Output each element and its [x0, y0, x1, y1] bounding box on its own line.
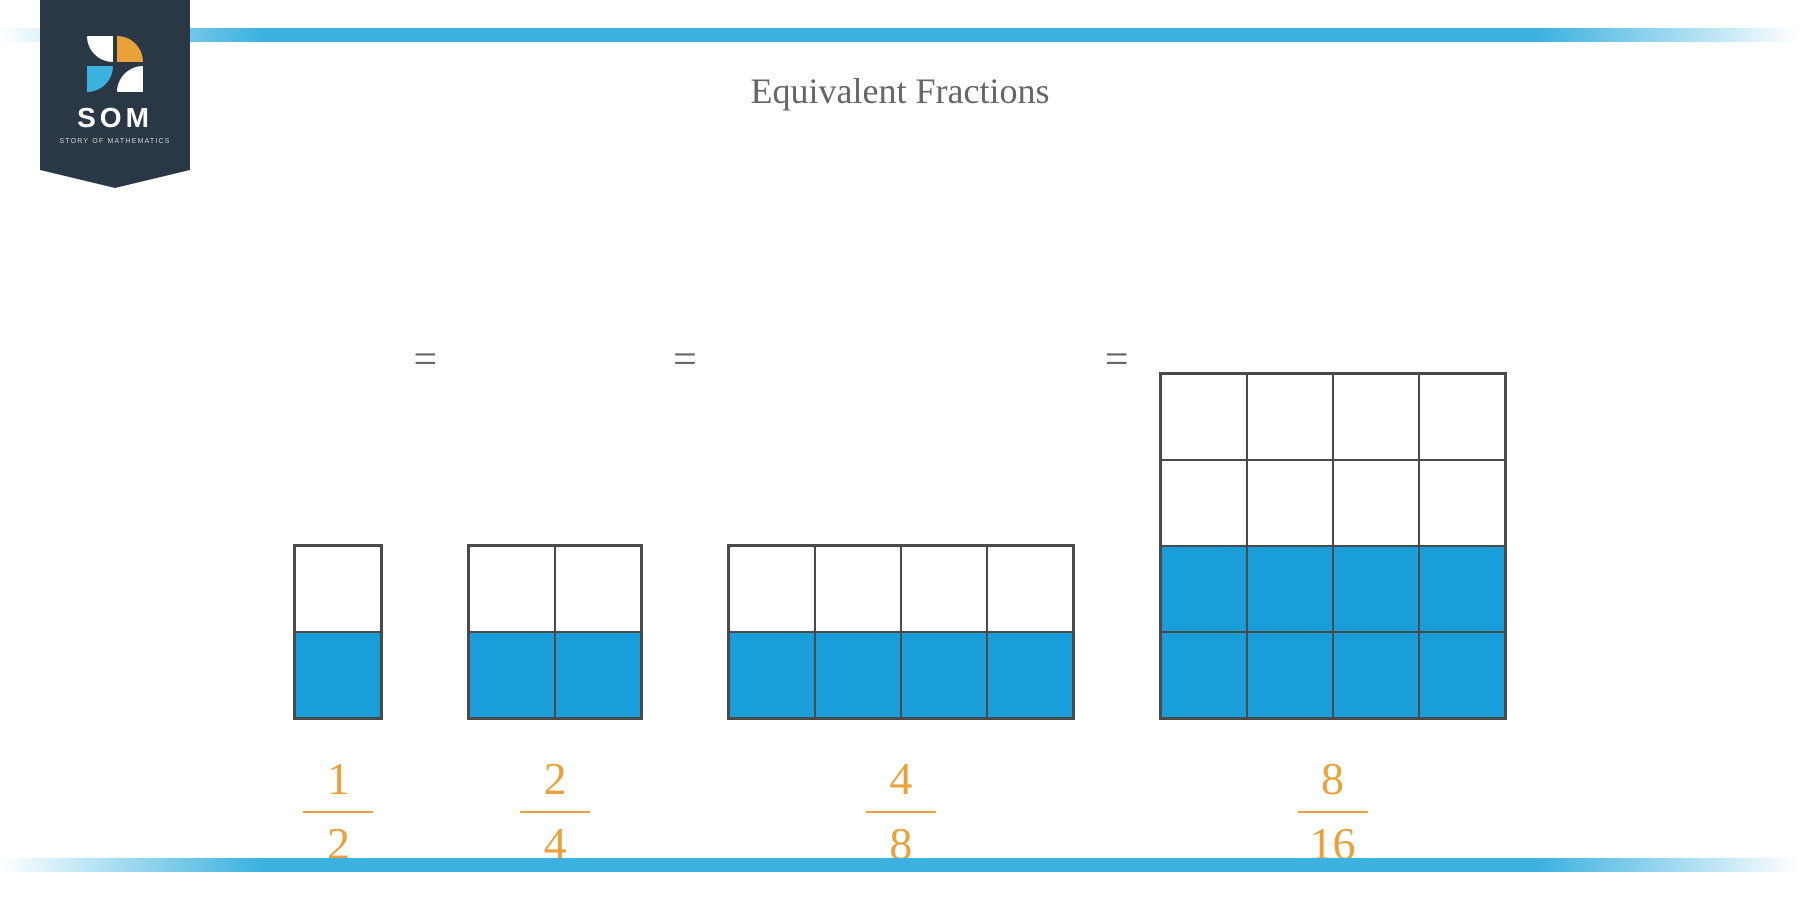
fraction-grid	[1159, 372, 1507, 720]
cell-filled	[901, 632, 987, 718]
equals-sign: =	[1097, 336, 1137, 384]
fraction-group: 816	[1159, 372, 1507, 720]
header-accent-right-fade	[1540, 28, 1800, 42]
fraction-label: 48	[866, 754, 936, 870]
cell-filled	[469, 632, 555, 718]
equals-sign: =	[405, 336, 445, 384]
cell-filled	[987, 632, 1073, 718]
fraction-numerator: 8	[1321, 754, 1344, 805]
cell-empty	[1419, 374, 1505, 460]
fraction-grid	[727, 544, 1075, 720]
fraction-bar	[1298, 811, 1368, 814]
fraction-grid	[467, 544, 643, 720]
footer-accent-right-fade	[1540, 858, 1800, 872]
cell-empty	[987, 546, 1073, 632]
brand-tagline: STORY OF MATHEMATICS	[59, 138, 170, 145]
cell-filled	[1247, 546, 1333, 632]
fraction-bar	[866, 811, 936, 814]
logo-quadrant-tr	[117, 36, 143, 62]
fraction-numerator: 2	[544, 754, 567, 805]
cell-empty	[1247, 374, 1333, 460]
cell-filled	[1161, 632, 1247, 718]
footer-accent-mid	[260, 858, 1540, 872]
fraction-group: 24	[467, 544, 643, 720]
cell-empty	[1247, 460, 1333, 546]
fraction-group: 12	[293, 544, 383, 720]
cell-filled	[295, 632, 381, 718]
equals-sign: =	[665, 336, 705, 384]
header-accent-mid	[260, 28, 1540, 42]
cell-filled	[1333, 632, 1419, 718]
fraction-bar	[520, 811, 590, 814]
cell-empty	[1161, 374, 1247, 460]
fraction-bar	[303, 811, 373, 814]
fractions-stage: 12=24=48=816	[0, 180, 1800, 840]
cell-empty	[1419, 460, 1505, 546]
page-title: Equivalent Fractions	[0, 70, 1800, 112]
header-accent-bar	[0, 28, 1800, 42]
footer-accent-bar	[0, 858, 1800, 872]
cell-empty	[1333, 374, 1419, 460]
cell-empty	[1333, 460, 1419, 546]
cell-filled	[1419, 632, 1505, 718]
cell-empty	[1161, 460, 1247, 546]
fraction-numerator: 4	[889, 754, 912, 805]
cell-filled	[1333, 546, 1419, 632]
fraction-numerator: 1	[327, 754, 350, 805]
cell-empty	[901, 546, 987, 632]
fraction-label: 24	[520, 754, 590, 870]
cell-filled	[555, 632, 641, 718]
cell-empty	[729, 546, 815, 632]
logo-quadrant-tl	[87, 36, 113, 62]
cell-empty	[469, 546, 555, 632]
footer-accent-left-fade	[0, 858, 260, 872]
cell-filled	[1419, 546, 1505, 632]
fraction-label: 816	[1298, 754, 1368, 870]
cell-empty	[815, 546, 901, 632]
cell-empty	[555, 546, 641, 632]
fraction-group: 48	[727, 544, 1075, 720]
cell-filled	[815, 632, 901, 718]
fraction-label: 12	[303, 754, 373, 870]
fraction-grid	[293, 544, 383, 720]
cell-filled	[1161, 546, 1247, 632]
cell-filled	[729, 632, 815, 718]
cell-empty	[295, 546, 381, 632]
cell-filled	[1247, 632, 1333, 718]
